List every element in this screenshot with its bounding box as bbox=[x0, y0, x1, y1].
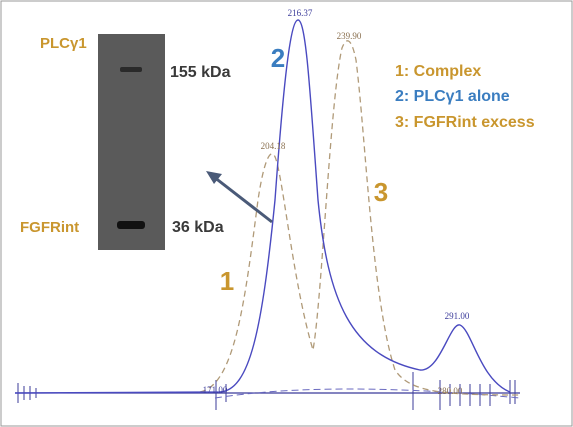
legend-entry: 3: FGFRint excess bbox=[395, 114, 535, 131]
gel-band bbox=[120, 67, 142, 72]
peak-label: 171.00 bbox=[203, 385, 228, 395]
figure: 216.37 239.90 204.18 291.00 171.00 280.0… bbox=[0, 0, 573, 427]
curve-number: 1 bbox=[220, 266, 234, 296]
curve-number: 3 bbox=[374, 177, 388, 207]
curve-number: 2 bbox=[271, 43, 285, 73]
band-size: 36 kDa bbox=[172, 219, 224, 236]
legend-entry: 1: Complex bbox=[395, 63, 481, 80]
band-protein: FGFRint bbox=[20, 219, 79, 236]
peak-label: 280.00 bbox=[438, 386, 463, 396]
peak-label: 239.90 bbox=[337, 31, 362, 41]
peak-label: 291.00 bbox=[445, 311, 470, 321]
band-protein: PLCγ1 bbox=[40, 35, 87, 52]
gel bbox=[98, 34, 165, 250]
gel-band bbox=[117, 221, 145, 229]
band-size: 155 kDa bbox=[170, 64, 231, 81]
peak-label: 204.18 bbox=[261, 141, 286, 151]
peak-label: 216.37 bbox=[288, 8, 313, 18]
legend-entry: 2: PLCγ1 alone bbox=[395, 88, 510, 105]
